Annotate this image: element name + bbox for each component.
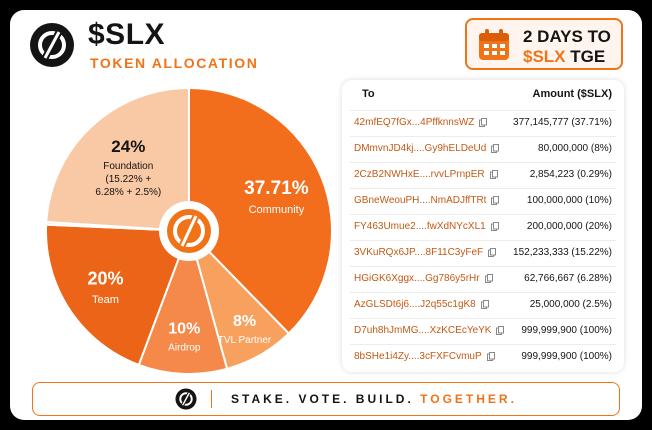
amount-value: 2,854,223 (0.29%): [529, 169, 612, 180]
slx-logo-icon: [159, 201, 219, 261]
recipient-address-link[interactable]: 2CzB2NWHxE....rvvLPrnpER: [354, 169, 485, 180]
amount-value: 62,766,667 (6.28%): [524, 273, 612, 284]
slogan-main: STAKE. VOTE. BUILD.: [231, 392, 421, 406]
pie-slice-community: [188, 86, 333, 335]
calendar-icon: [479, 29, 509, 60]
page-subtitle: TOKEN ALLOCATION: [90, 55, 259, 71]
table-row: AzGLSDt6j6....J2q55c1gK8 25,000,000 (2.5%…: [350, 292, 616, 319]
tge-token-name: $SLX: [523, 47, 566, 66]
copy-icon[interactable]: [484, 274, 493, 283]
table-row: GBneWeouPH....NmADJffTRt 100,000,000 (10%…: [350, 188, 616, 215]
amount-value: 25,000,000 (2.5%): [529, 299, 612, 310]
table-row: 42mfEQ7fGx...4PffknnsWZ 377,145,777 (37.7…: [350, 110, 616, 137]
copy-icon[interactable]: [486, 352, 495, 361]
table-row: 2CzB2NWHxE....rvvLPrnpER 2,854,223 (0.29%…: [350, 162, 616, 189]
amount-value: 80,000,000 (8%): [538, 143, 612, 154]
amount-value: 200,000,000 (20%): [526, 221, 612, 232]
recipient-address-link[interactable]: AzGLSDt6j6....J2q55c1gK8: [354, 299, 476, 310]
table-row: 3VKuRQx6JP....8F11C3yFeF 152,233,333 (15.…: [350, 240, 616, 267]
copy-icon[interactable]: [479, 118, 488, 127]
slice-value-label: 37.71%: [244, 178, 309, 199]
tge-line-2: $SLX TGE: [523, 47, 605, 67]
allocation-table: To Amount ($SLX) 42mfEQ7fGx...4PffknnsWZ…: [342, 80, 624, 372]
pie-slice-team: [45, 223, 191, 367]
column-header-amount: Amount ($SLX): [532, 88, 612, 100]
amount-value: 152,233,333 (15.22%): [513, 247, 612, 258]
footer-divider: [211, 390, 212, 408]
copy-icon[interactable]: [496, 326, 505, 335]
copy-icon[interactable]: [490, 222, 499, 231]
slx-logo-icon: [175, 388, 197, 410]
tge-suffix: TGE: [565, 47, 606, 66]
slice-name-label: Foundation: [103, 161, 153, 172]
page-title: $SLX: [88, 18, 166, 51]
copy-icon[interactable]: [480, 300, 489, 309]
amount-value: 999,999,900 (100%): [521, 325, 612, 336]
amount-value: 999,999,900 (100%): [521, 351, 612, 362]
tge-line-1: 2 DAYS TO: [523, 27, 611, 46]
recipient-address-link[interactable]: GBneWeouPH....NmADJffTRt: [354, 195, 487, 206]
recipient-address-link[interactable]: HGiGK6Xggx....Gg786y5rHr: [354, 273, 480, 284]
table-row: FY463Umue2....fwXdNYcXL1 200,000,000 (20%…: [350, 214, 616, 241]
allocation-pie-chart: 37.71% Community 8% TVL Partner 10% Airdrop 20…: [45, 86, 333, 375]
slice-note-label: (15.22% +: [105, 174, 151, 185]
pie-slice-foundation: [45, 86, 190, 233]
slice-name-label: Team: [92, 294, 119, 306]
slx-logo-icon: [30, 23, 74, 67]
slice-value-label: 8%: [233, 313, 256, 330]
amount-value: 377,145,777 (37.71%): [513, 117, 612, 128]
table-row: D7uh8hJmMG....XzKCEcYeYK 999,999,900 (100…: [350, 318, 616, 345]
recipient-address-link[interactable]: 42mfEQ7fGx...4PffknnsWZ: [354, 117, 475, 128]
recipient-address-link[interactable]: 3VKuRQx6JP....8F11C3yFeF: [354, 247, 484, 258]
slice-name-label: Airdrop: [168, 343, 201, 354]
table-row: HGiGK6Xggx....Gg786y5rHr 62,766,667 (6.28…: [350, 266, 616, 293]
allocation-card: $SLX TOKEN ALLOCATION 2 DAYS TO $SLX TGE…: [10, 10, 642, 420]
recipient-address-link[interactable]: D7uh8hJmMG....XzKCEcYeYK: [354, 325, 492, 336]
slice-value-label: 24%: [111, 137, 145, 156]
slice-value-label: 20%: [87, 269, 123, 289]
recipient-address-link[interactable]: 8bSHe1i4Zy....3cFXFCvmuP: [354, 351, 482, 362]
slice-name-label: Community: [249, 204, 305, 216]
footer-banner: STAKE. VOTE. BUILD. TOGETHER.: [32, 382, 620, 416]
slice-note-label: 6.28% + 2.5%): [95, 187, 161, 198]
tge-countdown-badge: 2 DAYS TO $SLX TGE: [465, 18, 623, 70]
copy-icon[interactable]: [488, 248, 497, 257]
slogan-accent: TOGETHER.: [420, 392, 517, 406]
table-row: DMmvnJD4kj....Gy9hELDeUd 80,000,000 (8%): [350, 136, 616, 163]
copy-icon[interactable]: [491, 144, 500, 153]
copy-icon[interactable]: [489, 170, 498, 179]
footer-slogan: STAKE. VOTE. BUILD. TOGETHER.: [231, 392, 517, 406]
table-row: 8bSHe1i4Zy....3cFXFCvmuP 999,999,900 (100…: [350, 344, 616, 371]
column-header-to: To: [362, 88, 375, 100]
slice-value-label: 10%: [168, 321, 200, 338]
amount-value: 100,000,000 (10%): [526, 195, 612, 206]
recipient-address-link[interactable]: FY463Umue2....fwXdNYcXL1: [354, 221, 486, 232]
copy-icon[interactable]: [491, 196, 500, 205]
pie-slice-airdrop: [137, 227, 229, 375]
slice-name-label: TVL Partner: [218, 335, 272, 346]
recipient-address-link[interactable]: DMmvnJD4kj....Gy9hELDeUd: [354, 143, 487, 154]
